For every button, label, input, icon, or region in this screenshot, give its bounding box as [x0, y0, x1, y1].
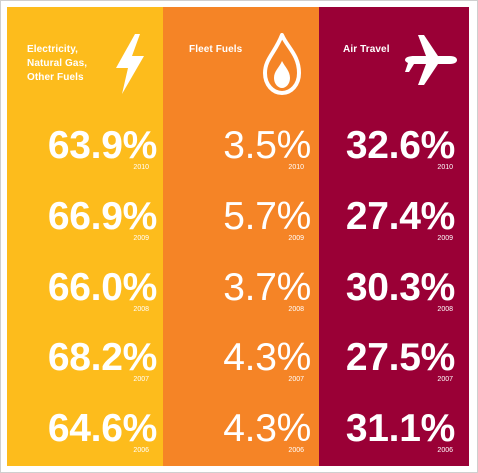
percent-value: 5.7%: [223, 194, 311, 238]
column-label: Electricity, Natural Gas, Other Fuels: [27, 43, 87, 85]
category-columns: Electricity, Natural Gas, Other Fuels 63…: [7, 7, 469, 466]
year-label: 2007: [437, 376, 453, 384]
label-line: Other Fuels: [27, 72, 84, 83]
value-row: 32.6% 2010: [319, 112, 469, 183]
column-header: Fleet Fuels: [163, 7, 319, 112]
column-label: Air Travel: [343, 43, 390, 57]
year-label: 2008: [288, 305, 304, 313]
year-label: 2007: [288, 376, 304, 384]
value-row: 3.7% 2008: [163, 254, 319, 325]
percent-value: 68.2%: [47, 336, 157, 380]
value-rows: 63.9% 2010 66.9% 2009 66.0% 2008 68.2% 2…: [7, 112, 163, 466]
percent-value: 66.9%: [47, 194, 157, 238]
lightning-bolt-icon: [112, 34, 148, 94]
year-label: 2010: [437, 164, 453, 171]
label-line: Electricity,: [27, 44, 79, 55]
value-row: 5.7% 2009: [163, 183, 319, 254]
year-label: 2009: [288, 234, 304, 242]
percent-value: 64.6%: [47, 407, 157, 451]
value-row: 63.9% 2010: [7, 112, 163, 183]
column-air-travel: Air Travel 32.6% 2010 27.4% 2009: [319, 7, 469, 466]
value-row: 3.5% 2010: [163, 112, 319, 183]
percent-value: 30.3%: [345, 265, 455, 309]
label-line: Air Travel: [343, 44, 390, 55]
label-line: Fleet Fuels: [189, 44, 243, 55]
percent-value: 27.4%: [345, 194, 455, 238]
year-label: 2007: [133, 376, 149, 384]
value-rows: 32.6% 2010 27.4% 2009 30.3% 2008 27.5% 2…: [319, 112, 469, 466]
label-line: Natural Gas,: [27, 58, 88, 69]
value-row: 27.5% 2007: [319, 324, 469, 395]
value-rows: 3.5% 2010 5.7% 2009 3.7% 2008 4.3% 2007 …: [163, 112, 319, 466]
year-label: 2008: [133, 305, 149, 313]
value-row: 66.0% 2008: [7, 254, 163, 325]
column-label: Fleet Fuels: [189, 43, 242, 57]
value-row: 68.2% 2007: [7, 324, 163, 395]
percent-value: 63.9%: [47, 124, 157, 167]
percent-value: 27.5%: [345, 336, 455, 380]
percent-value: 3.7%: [223, 265, 311, 309]
percent-value: 4.3%: [223, 336, 311, 380]
value-row: 30.3% 2008: [319, 254, 469, 325]
percent-value: 66.0%: [47, 265, 157, 309]
value-row: 4.3% 2007: [163, 324, 319, 395]
year-label: 2010: [288, 164, 304, 171]
year-label: 2010: [133, 164, 149, 171]
year-label: 2008: [437, 305, 453, 313]
column-header: Air Travel: [319, 7, 469, 112]
year-label: 2006: [133, 447, 149, 455]
value-row: 66.9% 2009: [7, 183, 163, 254]
value-row: 27.4% 2009: [319, 183, 469, 254]
airplane-icon: [404, 33, 458, 87]
year-label: 2006: [288, 447, 304, 455]
percent-value: 3.5%: [223, 124, 311, 167]
value-row: 4.3% 2006: [163, 395, 319, 466]
value-row: 31.1% 2006: [319, 395, 469, 466]
value-row: 64.6% 2006: [7, 395, 163, 466]
year-label: 2009: [133, 234, 149, 242]
column-fleet-fuels: Fleet Fuels 3.5% 2010 5.7% 2009: [163, 7, 319, 466]
column-energy: Electricity, Natural Gas, Other Fuels 63…: [7, 7, 163, 466]
year-label: 2006: [437, 447, 453, 455]
flame-icon: [261, 33, 303, 95]
percent-value: 31.1%: [345, 407, 455, 451]
percent-value: 4.3%: [223, 407, 311, 451]
percent-value: 32.6%: [345, 124, 455, 167]
column-header: Electricity, Natural Gas, Other Fuels: [7, 7, 163, 112]
year-label: 2009: [437, 234, 453, 242]
